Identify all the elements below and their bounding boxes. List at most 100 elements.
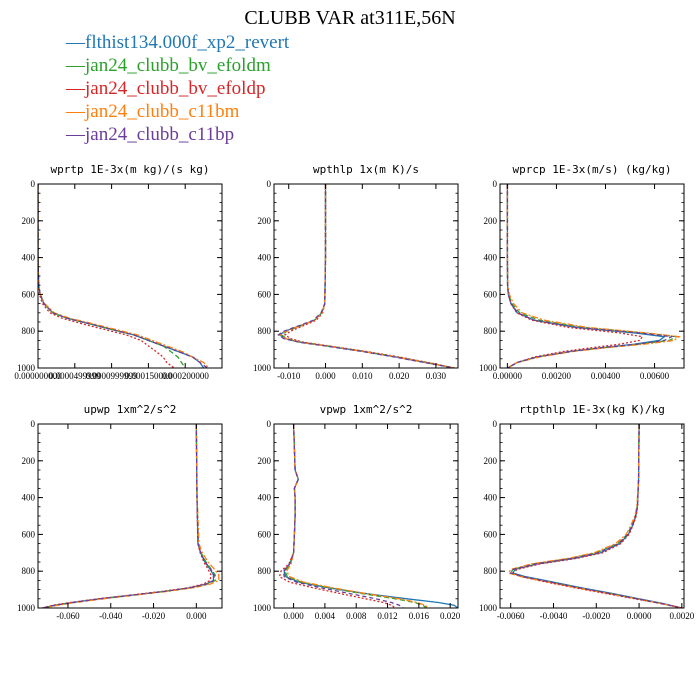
y-tick-label: 0 (493, 419, 498, 429)
x-tick-label: -0.0040 (540, 611, 568, 621)
legend-item: — jan24_clubb_bv_efoldm (66, 54, 289, 77)
series-line (38, 184, 208, 368)
series-line (280, 184, 455, 368)
series-line (509, 424, 683, 608)
legend-dash: — (66, 32, 85, 53)
legend-label: jan24_clubb_bv_efoldm (85, 55, 271, 76)
panel-title: wpthlp 1x(m K)/s (313, 163, 419, 176)
x-tick-label: 0.000 (186, 611, 207, 621)
series-group (507, 424, 683, 608)
legend-label: jan24_clubb_bv_efoldp (85, 78, 266, 99)
series-line (506, 184, 681, 368)
legend-dash: — (66, 124, 85, 145)
y-tick-label: 1000 (479, 603, 498, 613)
y-tick-label: 800 (484, 566, 498, 576)
y-tick-label: 200 (484, 456, 498, 466)
y-tick-label: 200 (22, 216, 36, 226)
panel-title: wprtp 1E-3x(m kg)/(s kg) (51, 163, 210, 176)
x-tick-label: 0.00000 (493, 371, 523, 381)
chart-title: CLUBB VAR at311E,56N (244, 7, 456, 29)
y-tick-label: 0 (31, 179, 36, 189)
plot-frame (37, 423, 223, 609)
series-line (283, 424, 458, 608)
plot-panel: vpwp 1xm^2/s^2 0 200 400 600 800 1000 0.000 0.00… (253, 403, 461, 621)
series-line (42, 424, 215, 608)
x-tick-label: 0.020 (440, 611, 461, 621)
x-tick-label: 0.016 (409, 611, 430, 621)
x-tick-label: 0.0000999999 (86, 371, 138, 381)
y-tick-label: 800 (484, 326, 498, 336)
y-tick-label: 1000 (17, 363, 36, 373)
plot-frame (273, 183, 459, 369)
legend-dash: — (66, 78, 85, 99)
series-line (278, 184, 455, 368)
y-tick-label: 1000 (253, 603, 272, 613)
plot-frame (37, 183, 223, 369)
y-tick-label: 400 (22, 493, 36, 503)
x-tick-label: 0.020 (389, 371, 410, 381)
x-tick-label: 0.00400 (591, 371, 621, 381)
y-tick-label: 0 (267, 179, 272, 189)
y-tick-label: 400 (484, 493, 498, 503)
series-line (509, 424, 683, 608)
x-tick-label: 0.000150000 (125, 371, 173, 381)
x-tick-label: 0.00600 (640, 371, 670, 381)
y-tick-label: 0 (267, 419, 272, 429)
x-tick-label: 0.030 (426, 371, 447, 381)
y-tick-label: 800 (22, 326, 36, 336)
series-line (38, 184, 186, 368)
plot-panel: wprcp 1E-3x(m/s) (kg/kg) 0 200 400 600 800 100… (479, 163, 685, 381)
series-line (506, 184, 644, 368)
series-group (277, 184, 455, 368)
y-tick-label: 400 (484, 253, 498, 263)
y-tick-label: 800 (22, 566, 36, 576)
panel-title: vpwp 1xm^2/s^2 (320, 403, 413, 416)
series-group (42, 424, 220, 608)
legend: — flthist134.000f_xp2_revert — jan24_clu… (66, 31, 289, 146)
x-tick-label: 0.012 (377, 611, 397, 621)
x-tick-label: 0.008 (346, 611, 367, 621)
series-line (277, 184, 455, 368)
series-line (506, 184, 679, 368)
x-tick-label: 0.004 (315, 611, 336, 621)
series-line (506, 184, 674, 368)
x-tick-label: -0.0060 (497, 611, 525, 621)
x-tick-label: 0.010 (352, 371, 373, 381)
series-line (38, 184, 205, 368)
x-tick-label: 0.000000000 (14, 371, 62, 381)
plot-panel: rtpthlp 1E-3x(kg K)/kg02004006008001000-… (479, 403, 695, 621)
series-line (42, 424, 212, 608)
series-line (506, 184, 667, 368)
series-line (282, 424, 404, 608)
legend-dash: — (66, 55, 85, 76)
y-tick-label: 600 (22, 289, 36, 299)
x-tick-label: -0.020 (142, 611, 166, 621)
series-line (283, 184, 455, 368)
y-tick-label: 200 (484, 216, 498, 226)
series-group (278, 424, 458, 608)
series-line (284, 424, 428, 608)
legend-label: flthist134.000f_xp2_revert (85, 32, 290, 53)
legend-item: — jan24_clubb_c11bp (66, 123, 289, 146)
y-tick-label: 600 (258, 529, 272, 539)
x-tick-label: -0.040 (99, 611, 123, 621)
y-tick-label: 400 (258, 253, 272, 263)
y-tick-label: 1000 (479, 363, 498, 373)
y-tick-label: 600 (22, 529, 36, 539)
plot-panel: upwp 1xm^2/s^2 0 200 400 600 800 1000 -0.060 -0.… (17, 403, 223, 621)
panel-title: wprcp 1E-3x(m/s) (kg/kg) (513, 163, 672, 176)
series-line (38, 184, 210, 368)
y-tick-label: 600 (484, 529, 498, 539)
panel-title: upwp 1xm^2/s^2 (84, 403, 177, 416)
y-tick-label: 800 (258, 566, 272, 576)
y-tick-label: 400 (22, 253, 36, 263)
series-line (42, 424, 215, 608)
y-tick-label: 800 (258, 326, 272, 336)
y-tick-label: 200 (258, 456, 272, 466)
y-tick-label: 200 (258, 216, 272, 226)
legend-dash: — (66, 101, 85, 122)
x-tick-label: -0.010 (277, 371, 301, 381)
x-tick-label: 0.000 (315, 371, 336, 381)
series-line (42, 424, 220, 608)
